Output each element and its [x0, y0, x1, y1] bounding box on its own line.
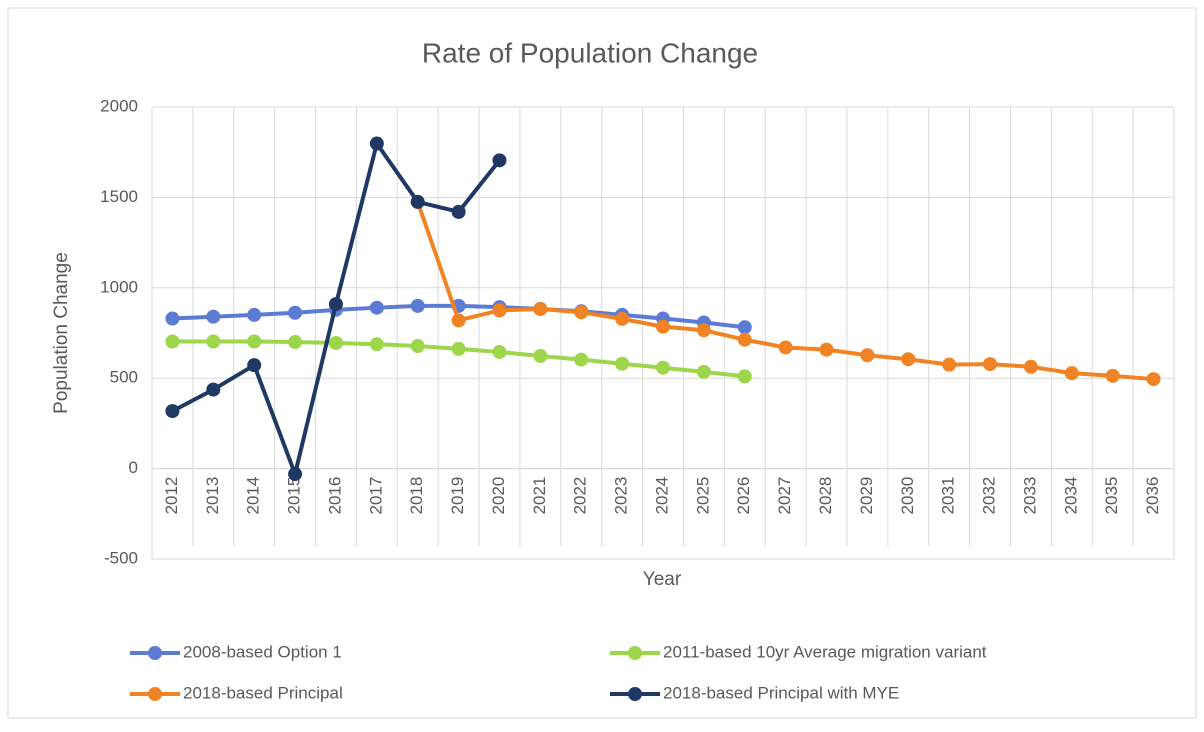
point — [1105, 368, 1120, 383]
point — [288, 467, 303, 482]
point — [410, 339, 425, 354]
point — [247, 334, 262, 349]
chart-title: Rate of Population Change — [422, 37, 758, 68]
point — [451, 313, 466, 328]
legend-marker — [628, 646, 642, 660]
x-tick-label: 2032 — [980, 477, 999, 515]
point — [410, 194, 425, 209]
point — [369, 300, 384, 315]
point — [247, 358, 262, 373]
point — [492, 303, 507, 318]
point — [369, 337, 384, 352]
legend-marker — [628, 687, 642, 701]
point — [656, 360, 670, 375]
point — [492, 153, 507, 168]
x-axis-title: Year — [643, 569, 682, 590]
x-tick-label: 2031 — [939, 477, 958, 515]
y-tick-label: 1500 — [100, 187, 138, 206]
point — [410, 298, 425, 313]
point — [165, 334, 180, 349]
x-tick-label: 2014 — [244, 477, 263, 515]
x-tick-label: 2017 — [366, 477, 385, 515]
point — [165, 311, 180, 326]
x-tick-label: 2033 — [1020, 477, 1039, 515]
point — [288, 305, 303, 320]
point — [1064, 366, 1079, 381]
point — [165, 404, 180, 419]
x-tick-label: 2024 — [652, 477, 671, 515]
point — [328, 297, 343, 312]
x-tick-label: 2012 — [162, 477, 181, 515]
point — [206, 334, 221, 349]
point — [206, 309, 221, 324]
x-tick-label: 2026 — [734, 477, 753, 515]
x-tick-label: 2027 — [775, 477, 794, 515]
y-tick-label: 1000 — [100, 277, 138, 296]
point — [247, 307, 262, 322]
y-tick-label: -500 — [104, 548, 138, 567]
legend-label: 2018-based Principal with MYE — [663, 683, 899, 702]
y-tick-label: 2000 — [100, 96, 138, 115]
point — [1146, 372, 1161, 387]
point — [942, 357, 957, 372]
point — [615, 356, 630, 371]
x-tick-label: 2035 — [1102, 477, 1121, 515]
point — [696, 323, 711, 338]
point — [819, 342, 834, 357]
point — [696, 364, 711, 379]
point — [574, 305, 589, 320]
point — [533, 301, 548, 316]
legend-label: 2008-based Option 1 — [183, 642, 342, 661]
x-tick-label: 2015 — [285, 477, 304, 515]
x-tick-label: 2036 — [1143, 477, 1162, 515]
point — [533, 348, 548, 363]
point — [656, 319, 670, 334]
x-tick-label: 2016 — [325, 477, 344, 515]
x-tick-label: 2034 — [1061, 477, 1080, 515]
x-tick-label: 2022 — [571, 477, 590, 515]
point — [328, 335, 343, 350]
point — [983, 357, 998, 372]
point — [615, 311, 630, 326]
legend-label: 2011-based 10yr Average migration varian… — [663, 642, 987, 661]
point — [901, 352, 916, 367]
y-tick-label: 0 — [129, 458, 138, 477]
x-tick-label: 2030 — [898, 477, 917, 515]
x-tick-label: 2020 — [489, 477, 508, 515]
point — [288, 335, 303, 350]
point — [369, 136, 384, 151]
x-tick-label: 2021 — [530, 477, 549, 515]
legend-label: 2018-based Principal — [183, 683, 343, 702]
point — [492, 344, 507, 359]
x-tick-label: 2013 — [203, 477, 222, 515]
x-tick-label: 2018 — [407, 477, 426, 515]
y-axis-title: Population Change — [51, 252, 72, 414]
x-tick-label: 2023 — [612, 477, 631, 515]
point — [574, 352, 589, 367]
point — [451, 341, 466, 356]
point — [860, 348, 875, 363]
x-tick-label: 2019 — [448, 477, 467, 515]
x-tick-label: 2025 — [693, 477, 712, 515]
x-tick-label: 2029 — [857, 477, 876, 515]
legend-marker — [148, 646, 162, 660]
y-tick-label: 500 — [110, 368, 138, 387]
point — [737, 320, 752, 335]
point — [1023, 359, 1038, 374]
point — [778, 340, 793, 355]
point — [737, 369, 752, 384]
x-tick-label: 2028 — [816, 477, 835, 515]
point — [206, 382, 221, 397]
point — [451, 204, 466, 219]
point — [737, 332, 752, 347]
legend-marker — [148, 687, 162, 701]
